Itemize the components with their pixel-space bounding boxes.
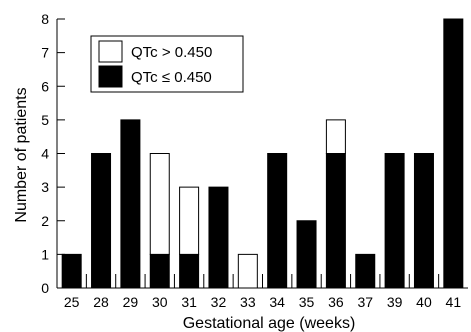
x-tick-label: 25 <box>64 294 80 310</box>
legend-swatch-qtc-high <box>98 40 123 63</box>
x-axis-title: Gestational age (weeks) <box>183 315 356 332</box>
bar-40-qtc-low <box>413 153 434 289</box>
bar-35-qtc-low <box>296 220 317 289</box>
bars-group <box>61 18 464 289</box>
y-axis: 0 1 2 3 4 5 6 7 8 <box>41 11 65 296</box>
bar-34-qtc-low <box>267 153 288 289</box>
bar-29-qtc-low <box>120 119 141 289</box>
x-tick-label: 34 <box>269 294 285 310</box>
x-tick-label: 36 <box>328 294 344 310</box>
bar-36-qtc-high <box>325 119 346 154</box>
x-tick-label: 32 <box>211 294 227 310</box>
x-tick-label: 39 <box>387 294 403 310</box>
y-tick-label: 1 <box>41 246 49 262</box>
legend: QTc > 0.450 QTc ≤ 0.450 <box>90 35 244 93</box>
bar-25-qtc-low <box>61 253 82 289</box>
bar-32-qtc-low <box>208 186 229 289</box>
x-axis: 25 28 29 30 31 32 33 34 35 36 37 39 40 41 <box>57 274 468 310</box>
y-axis-title: Number of patients <box>13 87 30 222</box>
bar-28-qtc-low <box>91 153 112 289</box>
bar-41-qtc-low <box>443 18 464 289</box>
x-tick-label: 35 <box>299 294 315 310</box>
y-tick-label: 4 <box>41 146 49 162</box>
legend-swatch-qtc-low <box>98 65 123 88</box>
x-tick-label: 41 <box>446 294 462 310</box>
y-tick-label: 0 <box>41 280 49 296</box>
x-tick-label: 40 <box>416 294 432 310</box>
y-tick-label: 5 <box>41 112 49 128</box>
legend-label-qtc-low: QTc ≤ 0.450 <box>131 69 212 86</box>
bar-37-qtc-low <box>355 253 376 289</box>
legend-label-qtc-high: QTc > 0.450 <box>131 44 212 61</box>
bar-31-qtc-high <box>179 186 200 255</box>
bar-36-qtc-low <box>325 153 346 289</box>
bar-39-qtc-low <box>384 153 405 289</box>
y-tick-label: 2 <box>41 213 49 229</box>
bar-30-qtc-high <box>149 153 170 255</box>
y-tick-label: 3 <box>41 179 49 195</box>
x-tick-label: 28 <box>93 294 109 310</box>
x-tick-label: 33 <box>240 294 256 310</box>
bar-33-qtc-high <box>237 253 258 289</box>
y-tick-label: 6 <box>41 78 49 94</box>
bar-30-qtc-low <box>149 253 170 289</box>
x-tick-label: 37 <box>357 294 373 310</box>
x-tick-label: 29 <box>123 294 139 310</box>
x-tick-label: 31 <box>181 294 197 310</box>
x-tick-label: 30 <box>152 294 168 310</box>
y-tick-label: 7 <box>41 45 49 61</box>
bar-31-qtc-low <box>179 253 200 289</box>
y-tick-label: 8 <box>41 11 49 27</box>
